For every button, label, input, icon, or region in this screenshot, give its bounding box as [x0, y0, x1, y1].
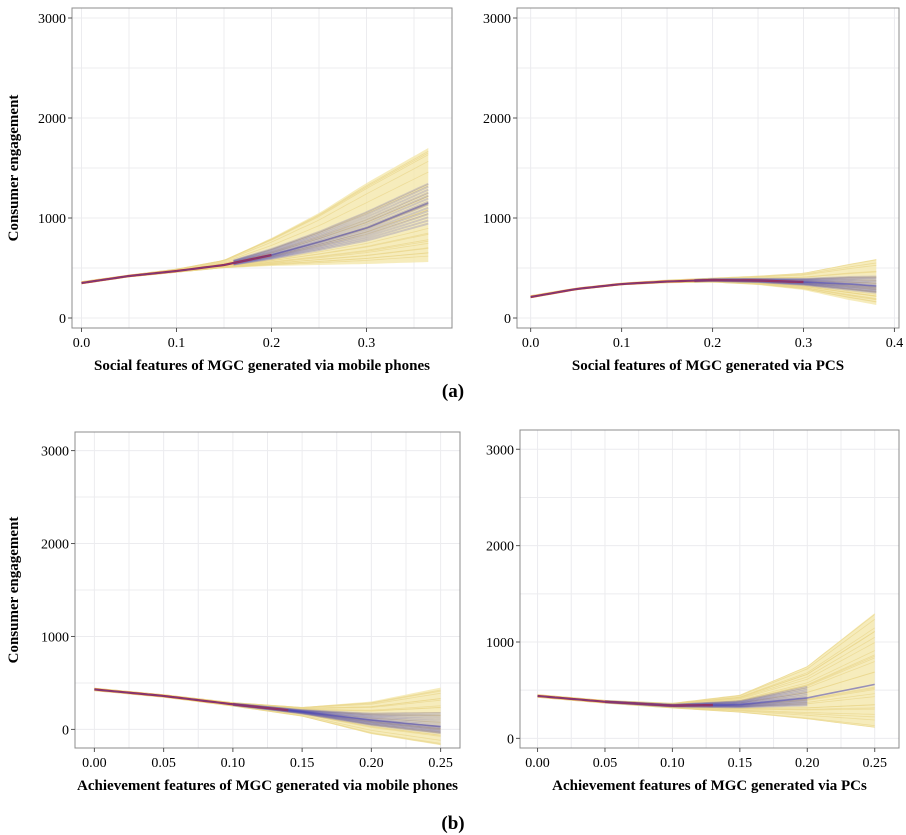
y-tick-label: 0 — [507, 732, 514, 747]
panel-label-b: (b) — [441, 813, 464, 834]
y-tick-label: 0 — [504, 312, 511, 327]
x-tick-label: 0.15 — [290, 756, 315, 771]
panel-label-a: (a) — [442, 381, 464, 402]
y-tick-label: 1000 — [41, 630, 69, 645]
x-tick-label: 0.10 — [660, 756, 685, 771]
x-tick-label: 0.1 — [168, 336, 186, 351]
x-tick-label: 0.25 — [862, 756, 887, 771]
chart-panel-3: 0 1000 2000 3000 0.00 0.05 0.10 0.15 0.20 0.25 Ach… — [6, 431, 461, 794]
posterior-draw-line — [94, 690, 441, 745]
y-tick-label: 3000 — [486, 443, 514, 458]
series-line — [81, 202, 429, 284]
posterior-core-line — [233, 188, 429, 263]
x-tick-label: 0.4 — [886, 336, 904, 351]
y-tick-label: 2000 — [41, 538, 69, 553]
x-tick-label: 0.05 — [151, 756, 176, 771]
x-tick-label: 0.20 — [795, 756, 820, 771]
x-tick-label: 0.0 — [522, 336, 540, 351]
grid-lines — [517, 8, 899, 328]
grid-lines — [72, 8, 452, 328]
y-tick-label: 1000 — [486, 636, 514, 651]
y-tick-label: 3000 — [41, 445, 69, 460]
x-tick-label: 0.25 — [428, 756, 453, 771]
posterior-core-line — [232, 704, 441, 735]
x-tick-label: 0.10 — [221, 756, 246, 771]
y-axis-label: Consumer engagement — [6, 95, 22, 242]
posterior-core-line — [233, 219, 429, 266]
x-tick-label: 0.0 — [73, 336, 91, 351]
posterior-core-line — [233, 209, 429, 265]
plot-frame — [519, 429, 900, 749]
plot-frame — [516, 7, 900, 329]
y-axis-label: Consumer engagement — [6, 517, 22, 664]
x-tick-label: 0.20 — [359, 756, 384, 771]
x-axis-label: Achievement features of MGC generated vi… — [77, 778, 458, 794]
y-tick-label: 2000 — [486, 540, 514, 555]
x-tick-label: 0.00 — [525, 756, 550, 771]
x-tick-label: 0.1 — [613, 336, 631, 351]
y-tick-label: 1000 — [483, 212, 511, 227]
x-tick-label: 0.3 — [795, 336, 813, 351]
posterior-draw-line — [81, 152, 429, 282]
posterior-core-line — [233, 194, 429, 263]
posterior-core-line — [232, 702, 441, 715]
x-tick-label: 0.2 — [263, 336, 281, 351]
y-tick-label: 2000 — [483, 112, 511, 127]
posterior-core-line — [233, 213, 429, 265]
chart-panel-4: 0 1000 2000 3000 0.00 0.05 0.10 0.15 0.20 0.25 Ach… — [486, 429, 900, 794]
y-tick-label: 2000 — [38, 112, 66, 127]
x-tick-label: 0.05 — [593, 756, 618, 771]
x-tick-label: 0.2 — [704, 336, 722, 351]
posterior-core-line — [233, 216, 429, 266]
x-axis-label: Social features of MGC generated via mob… — [94, 358, 430, 374]
chart-panel-2: 0 1000 2000 3000 0.0 0.1 0.2 0.3 0.4 Social featu… — [483, 7, 904, 374]
series-line — [537, 683, 875, 707]
y-tick-label: 0 — [62, 723, 69, 738]
posterior-core-line — [233, 222, 429, 266]
x-axis-label: Achievement features of MGC generated vi… — [552, 778, 867, 794]
x-axis-label: Social features of MGC generated via PCS — [572, 358, 844, 374]
posterior-core-line — [233, 185, 429, 262]
posterior-core-line — [233, 197, 429, 264]
series-line — [94, 688, 441, 728]
x-tick-label: 0.15 — [728, 756, 753, 771]
y-tick-label: 0 — [59, 312, 66, 327]
chart-panel-1: 0 1000 2000 3000 0.0 0.1 0.2 0.3 Social features… — [6, 7, 453, 374]
plot-frame — [74, 431, 461, 749]
plot-frame — [71, 7, 453, 329]
x-tick-label: 0.00 — [82, 756, 107, 771]
posterior-core-line — [233, 191, 429, 263]
series-line — [530, 279, 877, 298]
y-tick-label: 1000 — [38, 212, 66, 227]
posterior-core-line — [233, 182, 429, 262]
y-tick-label: 3000 — [483, 12, 511, 27]
y-tick-label: 3000 — [38, 12, 66, 27]
x-tick-label: 0.3 — [358, 336, 376, 351]
